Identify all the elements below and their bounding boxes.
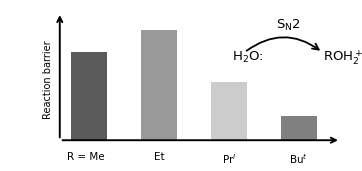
Bar	[141, 30, 177, 140]
Bar	[71, 52, 107, 140]
Text: Reaction barrier: Reaction barrier	[43, 40, 53, 119]
Text: H$_2$O:: H$_2$O:	[232, 50, 264, 65]
Text: ROH$_2^+$: ROH$_2^+$	[323, 48, 362, 67]
Text: Et: Et	[154, 152, 164, 162]
FancyArrowPatch shape	[247, 37, 319, 51]
Bar	[211, 82, 247, 140]
Text: S$_\mathregular{N}$2: S$_\mathregular{N}$2	[276, 18, 301, 33]
Text: Bu$^t$: Bu$^t$	[289, 152, 308, 166]
Text: R = Me: R = Me	[67, 152, 105, 162]
Bar	[281, 116, 317, 140]
Text: Pr$^i$: Pr$^i$	[222, 152, 236, 166]
